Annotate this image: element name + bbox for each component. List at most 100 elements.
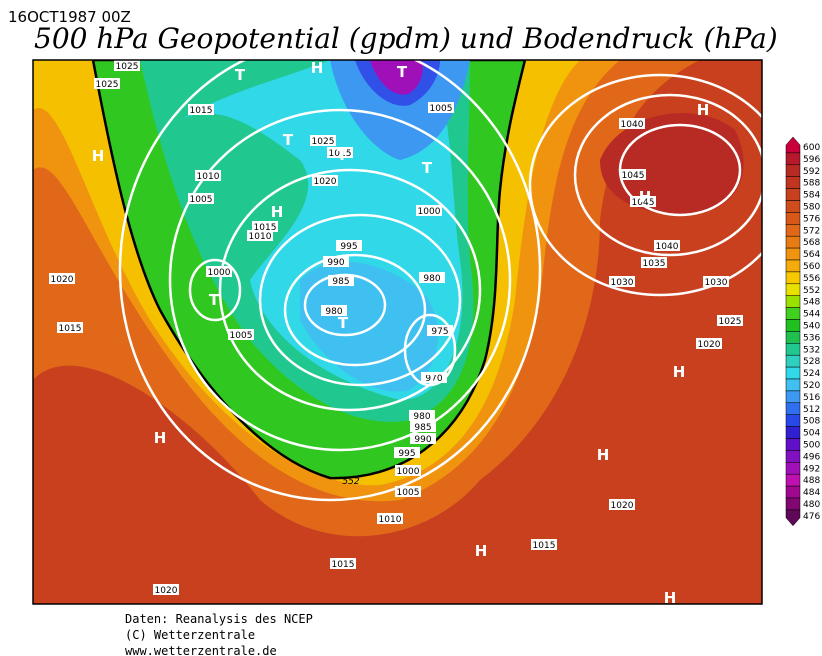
legend-swatch (785, 176, 801, 189)
legend-label: 576 (803, 214, 820, 224)
legend-swatch (785, 509, 801, 527)
legend-label: 516 (803, 393, 820, 403)
label-box (153, 584, 179, 595)
legend-label: 536 (803, 333, 820, 343)
isobar-label: 1025 (96, 80, 119, 90)
label-box (195, 170, 221, 181)
pressure-center: H (92, 147, 105, 165)
legend-swatch (785, 343, 801, 356)
label-box (394, 447, 420, 458)
legend-label: 544 (803, 310, 820, 320)
title: 500 hPa Geopotential (gpdm) und Bodendru… (34, 22, 778, 55)
label-box (188, 193, 214, 204)
legend-label: 564 (803, 250, 820, 260)
label-box (336, 240, 362, 251)
legend-label: 524 (803, 369, 820, 379)
isobar-label: 1035 (643, 259, 666, 269)
label-box (252, 221, 278, 232)
legend-label: 500 (803, 440, 820, 450)
isobar-label: 1015 (254, 223, 277, 233)
label-box (421, 372, 447, 383)
legend-label: 592 (803, 167, 820, 177)
isobar-label: 1010 (197, 172, 220, 182)
label-box (696, 338, 722, 349)
legend-label: 492 (803, 464, 820, 474)
pressure-center: H (597, 446, 610, 464)
isobar-label: 1005 (397, 488, 420, 498)
legend-swatch (785, 224, 801, 237)
label-box (619, 118, 645, 129)
label-box (609, 276, 635, 287)
label-box (427, 325, 453, 336)
isobar-label: 980 (413, 412, 430, 422)
isobar-label: 1020 (611, 501, 634, 511)
isobar-label: 1015 (533, 541, 556, 551)
pressure-center: H (154, 429, 167, 447)
region (330, 60, 470, 160)
isobar-label: 1020 (698, 340, 721, 350)
pressure-center: H (673, 363, 686, 381)
legend-swatch (785, 378, 801, 392)
legend-swatch (785, 497, 801, 511)
map-frame (32, 59, 763, 605)
isobar-label: 1005 (430, 104, 453, 114)
label-box (206, 266, 232, 277)
label-box (620, 169, 646, 180)
isobar-label: 980 (423, 274, 440, 284)
legend-label: 488 (803, 476, 820, 486)
isobar-label: 970 (425, 374, 442, 384)
isobars (118, 60, 762, 502)
legend-swatch (785, 307, 801, 320)
legend-label: 560 (803, 262, 820, 272)
legend-swatch (785, 212, 801, 225)
label-box (410, 421, 436, 432)
footer-line: (C) Wetterzentrale (125, 628, 255, 642)
label-box (654, 240, 680, 251)
pressure-center: T (209, 291, 220, 309)
isobar-label: 990 (414, 435, 431, 445)
isobar-label: 1000 (418, 207, 441, 217)
label-box (328, 275, 354, 286)
isobar-label: 1005 (190, 195, 213, 205)
legend-label: 552 (803, 286, 820, 296)
legend-swatch (785, 319, 801, 332)
legend-label: 572 (803, 226, 820, 236)
legend-swatch (785, 462, 801, 475)
legend-swatch (785, 450, 801, 463)
legend-label: 556 (803, 274, 820, 284)
label-box (310, 135, 336, 146)
legend-label: 580 (803, 202, 820, 212)
legend-label: 496 (803, 452, 820, 462)
isobar-label: 995 (398, 449, 415, 459)
legend-label: 512 (803, 405, 820, 415)
label-box (377, 513, 403, 524)
pressure-center: T (397, 63, 408, 81)
region (370, 60, 423, 95)
legend-swatch (785, 426, 801, 439)
isobar-label: 1045 (622, 171, 645, 181)
legend-label: 504 (803, 429, 820, 439)
legend-swatch (785, 402, 801, 415)
label-box (703, 276, 729, 287)
contour-label: 552 (342, 477, 359, 487)
label-box (49, 273, 75, 284)
legend-label: 476 (803, 512, 820, 522)
isobar-label: 1005 (230, 331, 253, 341)
legend-label: 532 (803, 345, 820, 355)
legend-label: 540 (803, 321, 820, 331)
pressure-center: H (311, 59, 324, 77)
legend-swatch (785, 200, 801, 213)
isobar-label: 990 (327, 258, 344, 268)
isobar-label: 1020 (51, 275, 74, 285)
legend-label: 600 (803, 143, 820, 153)
legend-swatch (785, 438, 801, 451)
label-box (188, 104, 214, 115)
pressure-center: H (271, 203, 284, 221)
label-box (416, 205, 442, 216)
isobar-label: 985 (332, 277, 349, 287)
pressure-center: H (475, 542, 488, 560)
legend-label: 548 (803, 298, 820, 308)
isobar-label: 1015 (329, 149, 352, 159)
label-box (114, 60, 140, 71)
isobar-label: 1030 (705, 278, 728, 288)
